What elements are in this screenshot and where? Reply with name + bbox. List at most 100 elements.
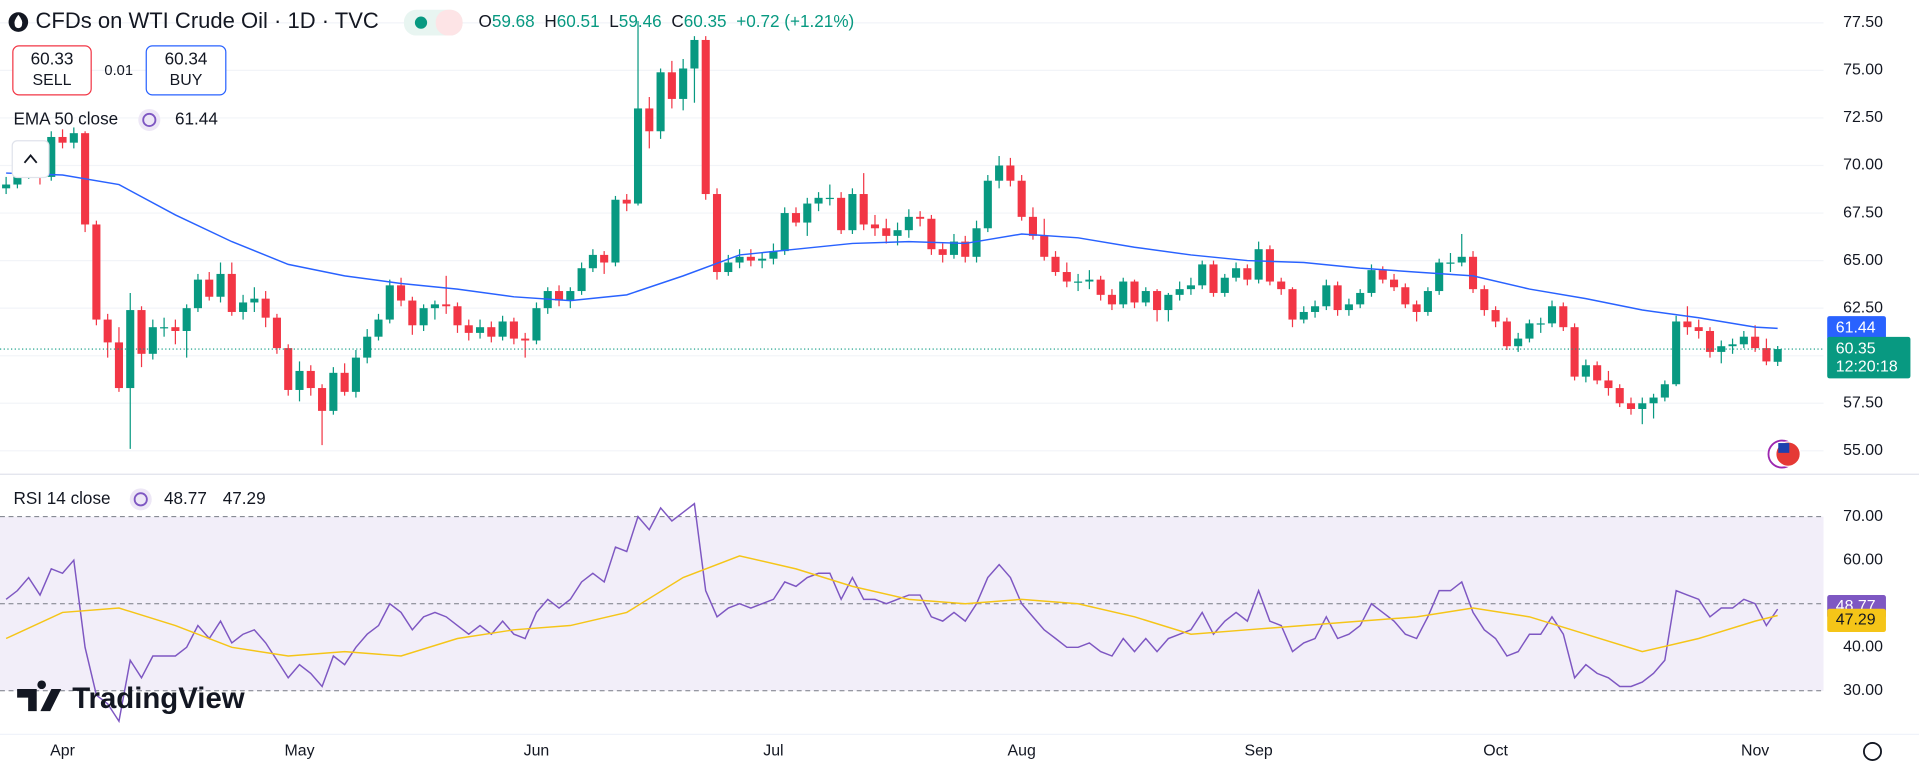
- candle-body: [1164, 294, 1173, 311]
- ema-refresh-ring: [142, 112, 157, 127]
- y-tick-label: 65.00: [1843, 252, 1883, 269]
- candle-body: [1175, 289, 1184, 295]
- candle-body: [216, 273, 225, 297]
- candle-body: [1751, 336, 1760, 349]
- candle-body: [814, 197, 823, 204]
- candle-body: [160, 327, 169, 329]
- collapse-button[interactable]: [11, 140, 50, 179]
- candle-body: [701, 39, 710, 195]
- candle-body: [442, 304, 451, 307]
- candle-body: [1028, 216, 1037, 236]
- grid: [0, 22, 1824, 452]
- candle-body: [182, 308, 191, 331]
- candle-body: [1638, 403, 1647, 409]
- ema-refresh-icon[interactable]: [138, 108, 161, 131]
- candle-body: [938, 249, 947, 255]
- delay-pill[interactable]: [435, 9, 463, 36]
- buy-button[interactable]: 60.34 BUY: [145, 45, 227, 96]
- candle-body: [1593, 365, 1602, 381]
- candle-body: [577, 268, 586, 292]
- candle-body: [1705, 330, 1715, 352]
- last-price-label: 60.35: [1836, 340, 1876, 357]
- candle-body: [397, 285, 406, 301]
- symbol-title: CFDs on WTI Crude Oil · 1D · TVC: [35, 8, 378, 33]
- candle-body: [859, 194, 868, 225]
- candle-body: [1401, 287, 1410, 305]
- candle-body: [261, 298, 270, 318]
- logo-text: TradingView: [72, 682, 245, 715]
- candle-body: [690, 39, 699, 69]
- candle-body: [1367, 270, 1376, 293]
- sell-box[interactable]: [12, 45, 92, 96]
- rsi-ma-legend-value: 47.29: [223, 488, 266, 508]
- candle-body: [13, 173, 22, 185]
- candle-body: [1051, 256, 1060, 273]
- x-tick-label: Oct: [1483, 743, 1508, 760]
- candle-body: [1547, 306, 1557, 324]
- candle-body: [554, 291, 564, 301]
- buy-box[interactable]: [145, 45, 227, 96]
- change: +0.72 (+1.21%): [736, 11, 854, 31]
- candle-body: [171, 327, 180, 331]
- settings-button[interactable]: [1863, 741, 1882, 761]
- candle-body: [318, 388, 327, 411]
- candle-body: [1559, 306, 1568, 328]
- sell-label[interactable]: SELL: [33, 72, 72, 89]
- plot: [0, 20, 1824, 724]
- x-tick-label: Jul: [763, 743, 783, 760]
- candle-body: [47, 136, 56, 177]
- candle-body: [916, 216, 925, 219]
- symbol: CFDs on WTI Crude Oil · 1D · TVC: [35, 8, 378, 33]
- rsi-legend: RSI 14 close: [13, 488, 110, 508]
- buy-label[interactable]: BUY: [170, 72, 203, 89]
- buy-price[interactable]: 60.34: [165, 49, 208, 69]
- ema-price-label: 61.44: [1836, 320, 1876, 337]
- candle-body: [679, 68, 688, 99]
- candle-body: [712, 194, 722, 273]
- candle-body: [1672, 321, 1681, 385]
- candle-body: [1186, 285, 1195, 290]
- candle-body: [476, 327, 485, 333]
- candle-body: [870, 224, 880, 229]
- candle-body: [622, 199, 631, 204]
- close-value: 60.35: [684, 11, 727, 31]
- rsi-line: [5, 555, 1778, 657]
- candle-body: [498, 321, 507, 337]
- candle-body: [1773, 349, 1782, 362]
- last-price-box: [1827, 336, 1911, 379]
- candle-body: [1074, 281, 1083, 283]
- candle-body: [791, 213, 801, 223]
- candle-body: [374, 319, 383, 337]
- candle-body: [363, 336, 372, 358]
- ema-price-box: [1827, 316, 1886, 341]
- candle-body: [1277, 281, 1286, 290]
- candle-body: [1525, 323, 1534, 339]
- candle-body: [1141, 291, 1150, 303]
- candle-body: [340, 372, 349, 392]
- candle-body: [1119, 281, 1128, 305]
- candle-body: [1536, 323, 1545, 325]
- candle-body: [329, 372, 338, 411]
- sell-button[interactable]: 60.33 SELL: [12, 45, 92, 96]
- candle-body: [1130, 281, 1139, 303]
- candle-body: [126, 310, 135, 389]
- collapse-box[interactable]: [11, 140, 50, 179]
- candle-body: [1514, 338, 1523, 347]
- sell-price[interactable]: 60.33: [31, 49, 74, 69]
- ema-legend: EMA 50 close: [13, 108, 118, 128]
- candle-body: [1096, 279, 1105, 295]
- candle-body: [1491, 310, 1500, 322]
- candle-body: [1683, 321, 1692, 328]
- candle-body: [487, 327, 496, 337]
- candle-body: [1254, 249, 1263, 280]
- high-value: 60.51: [557, 11, 600, 31]
- rsi-value-box: [1827, 608, 1886, 633]
- candle-body: [566, 291, 575, 301]
- candle-body: [983, 180, 992, 229]
- candle-body: [114, 342, 123, 389]
- rsi-refresh-icon[interactable]: [129, 488, 152, 511]
- x-tick-label: Aug: [1008, 743, 1036, 760]
- rsi-value-label: 47.29: [1836, 612, 1876, 629]
- candle-body: [1446, 262, 1455, 264]
